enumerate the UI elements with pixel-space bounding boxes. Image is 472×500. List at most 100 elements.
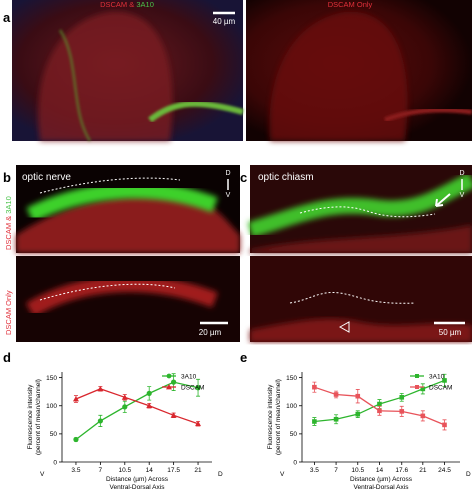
legend-marker xyxy=(166,384,172,390)
green-label: 3A10 xyxy=(136,0,154,9)
y-tick-label: 150 xyxy=(286,375,297,382)
legend-symbol xyxy=(415,374,419,378)
legend-symbol xyxy=(166,384,172,390)
marker xyxy=(195,420,202,427)
y-axis-label: (percent of mean/channel) xyxy=(275,379,282,455)
marker xyxy=(170,412,177,418)
arrowhead xyxy=(338,321,350,333)
arrow xyxy=(435,193,451,207)
x-tick-label: 21 xyxy=(194,467,202,474)
marker xyxy=(195,385,201,391)
channel-title: DSCAM & 3A10 xyxy=(100,0,154,9)
x-tick-label: 14 xyxy=(146,467,154,474)
outline xyxy=(299,206,436,218)
marker xyxy=(121,394,128,400)
region-title: optic chiasm xyxy=(258,172,314,183)
dorsal-label: D xyxy=(225,170,230,177)
x-tick-label: 10.5 xyxy=(351,467,364,474)
marker xyxy=(171,379,177,385)
end-label: D xyxy=(218,471,223,478)
marker xyxy=(442,422,447,428)
panel-a: a DSCAM & 3A10 DSCAM Only 40 µm xyxy=(3,0,472,142)
tissue xyxy=(250,318,472,342)
panel-label: a xyxy=(3,10,11,25)
legend-label: 3A10 xyxy=(181,373,197,380)
red-label: DSCAM & xyxy=(100,0,134,9)
marker xyxy=(442,378,447,383)
legend-label: 3A10 xyxy=(429,373,445,380)
marker xyxy=(399,395,405,400)
series-line xyxy=(75,388,199,425)
red-label: DSCAM & xyxy=(4,216,13,250)
marker xyxy=(312,419,317,424)
x-tick-label: 7 xyxy=(99,467,103,474)
x-tick-label: 7 xyxy=(334,467,338,474)
legend-marker xyxy=(166,373,172,379)
marker xyxy=(312,384,317,390)
legend-symbol xyxy=(415,385,419,389)
tissue xyxy=(269,11,408,141)
marker xyxy=(355,393,361,399)
marker xyxy=(377,408,382,414)
tissue xyxy=(250,225,472,253)
series-line xyxy=(75,381,199,441)
side-label: DSCAM Only xyxy=(4,290,13,335)
panel-b: b optic nerve DSCAM & 3A10 DSCAM Only D … xyxy=(3,165,240,342)
marker xyxy=(122,404,128,410)
marker xyxy=(355,411,361,417)
marker xyxy=(377,401,382,407)
marker xyxy=(333,416,339,422)
region-title: optic nerve xyxy=(22,172,71,183)
x-axis-label: Ventral-Dorsal Axis xyxy=(354,484,410,491)
outline xyxy=(289,291,416,304)
x-tick-label: 10.5 xyxy=(118,467,131,474)
channel-title: DSCAM Only xyxy=(328,0,373,9)
marker xyxy=(73,436,79,443)
marker xyxy=(97,385,104,392)
nerve xyxy=(26,182,218,223)
outline xyxy=(39,283,176,301)
scale-label: 20 µm xyxy=(199,328,222,337)
marker xyxy=(420,386,426,392)
marker xyxy=(333,392,339,397)
end-label: D xyxy=(466,471,471,478)
x-axis-label: Distance (µm) Across xyxy=(106,476,169,483)
tissue xyxy=(38,11,173,141)
nerve xyxy=(247,172,472,238)
tissue xyxy=(16,194,240,253)
scale-label: 50 µm xyxy=(439,328,462,337)
y-axis-label: (percent of mean/channel) xyxy=(35,379,42,455)
start-label: V xyxy=(40,471,45,478)
x-tick-label: 17.5 xyxy=(167,467,180,474)
marker xyxy=(72,396,79,402)
legend-symbol xyxy=(166,373,172,379)
scale-label: 40 µm xyxy=(213,17,236,26)
ventral-label: V xyxy=(460,192,465,199)
panel-label: e xyxy=(240,350,247,365)
outline xyxy=(39,177,181,194)
x-axis-label: Ventral-Dorsal Axis xyxy=(110,484,166,491)
marker xyxy=(146,390,152,396)
x-tick-label: 21 xyxy=(419,467,427,474)
panel-label: b xyxy=(3,170,11,185)
panel-label: d xyxy=(3,350,11,365)
panel-c: c optic chiasm D V 50 µm xyxy=(240,165,472,342)
marker xyxy=(146,402,153,409)
marker xyxy=(420,413,426,419)
y-axis-label: Fluorescence intensity xyxy=(267,384,274,449)
chart: 0 50 100 150 3.5 7 10.5 14 17.6 21 24.5 V D Distance … xyxy=(267,372,471,491)
nerve xyxy=(148,100,244,123)
x-tick-label: 3.5 xyxy=(310,467,319,474)
y-tick-label: 0 xyxy=(293,459,297,466)
y-tick-label: 100 xyxy=(46,403,57,410)
y-tick-label: 150 xyxy=(46,375,57,382)
y-tick-label: 0 xyxy=(53,459,57,466)
start-label: V xyxy=(280,471,285,478)
dorsal-label: D xyxy=(459,170,464,177)
x-tick-label: 14 xyxy=(376,467,384,474)
x-tick-label: 17.6 xyxy=(395,467,408,474)
legend-label: DSCAM xyxy=(429,384,452,391)
ventral-label: V xyxy=(226,192,231,199)
x-axis-label: Distance (µm) Across xyxy=(350,476,413,483)
